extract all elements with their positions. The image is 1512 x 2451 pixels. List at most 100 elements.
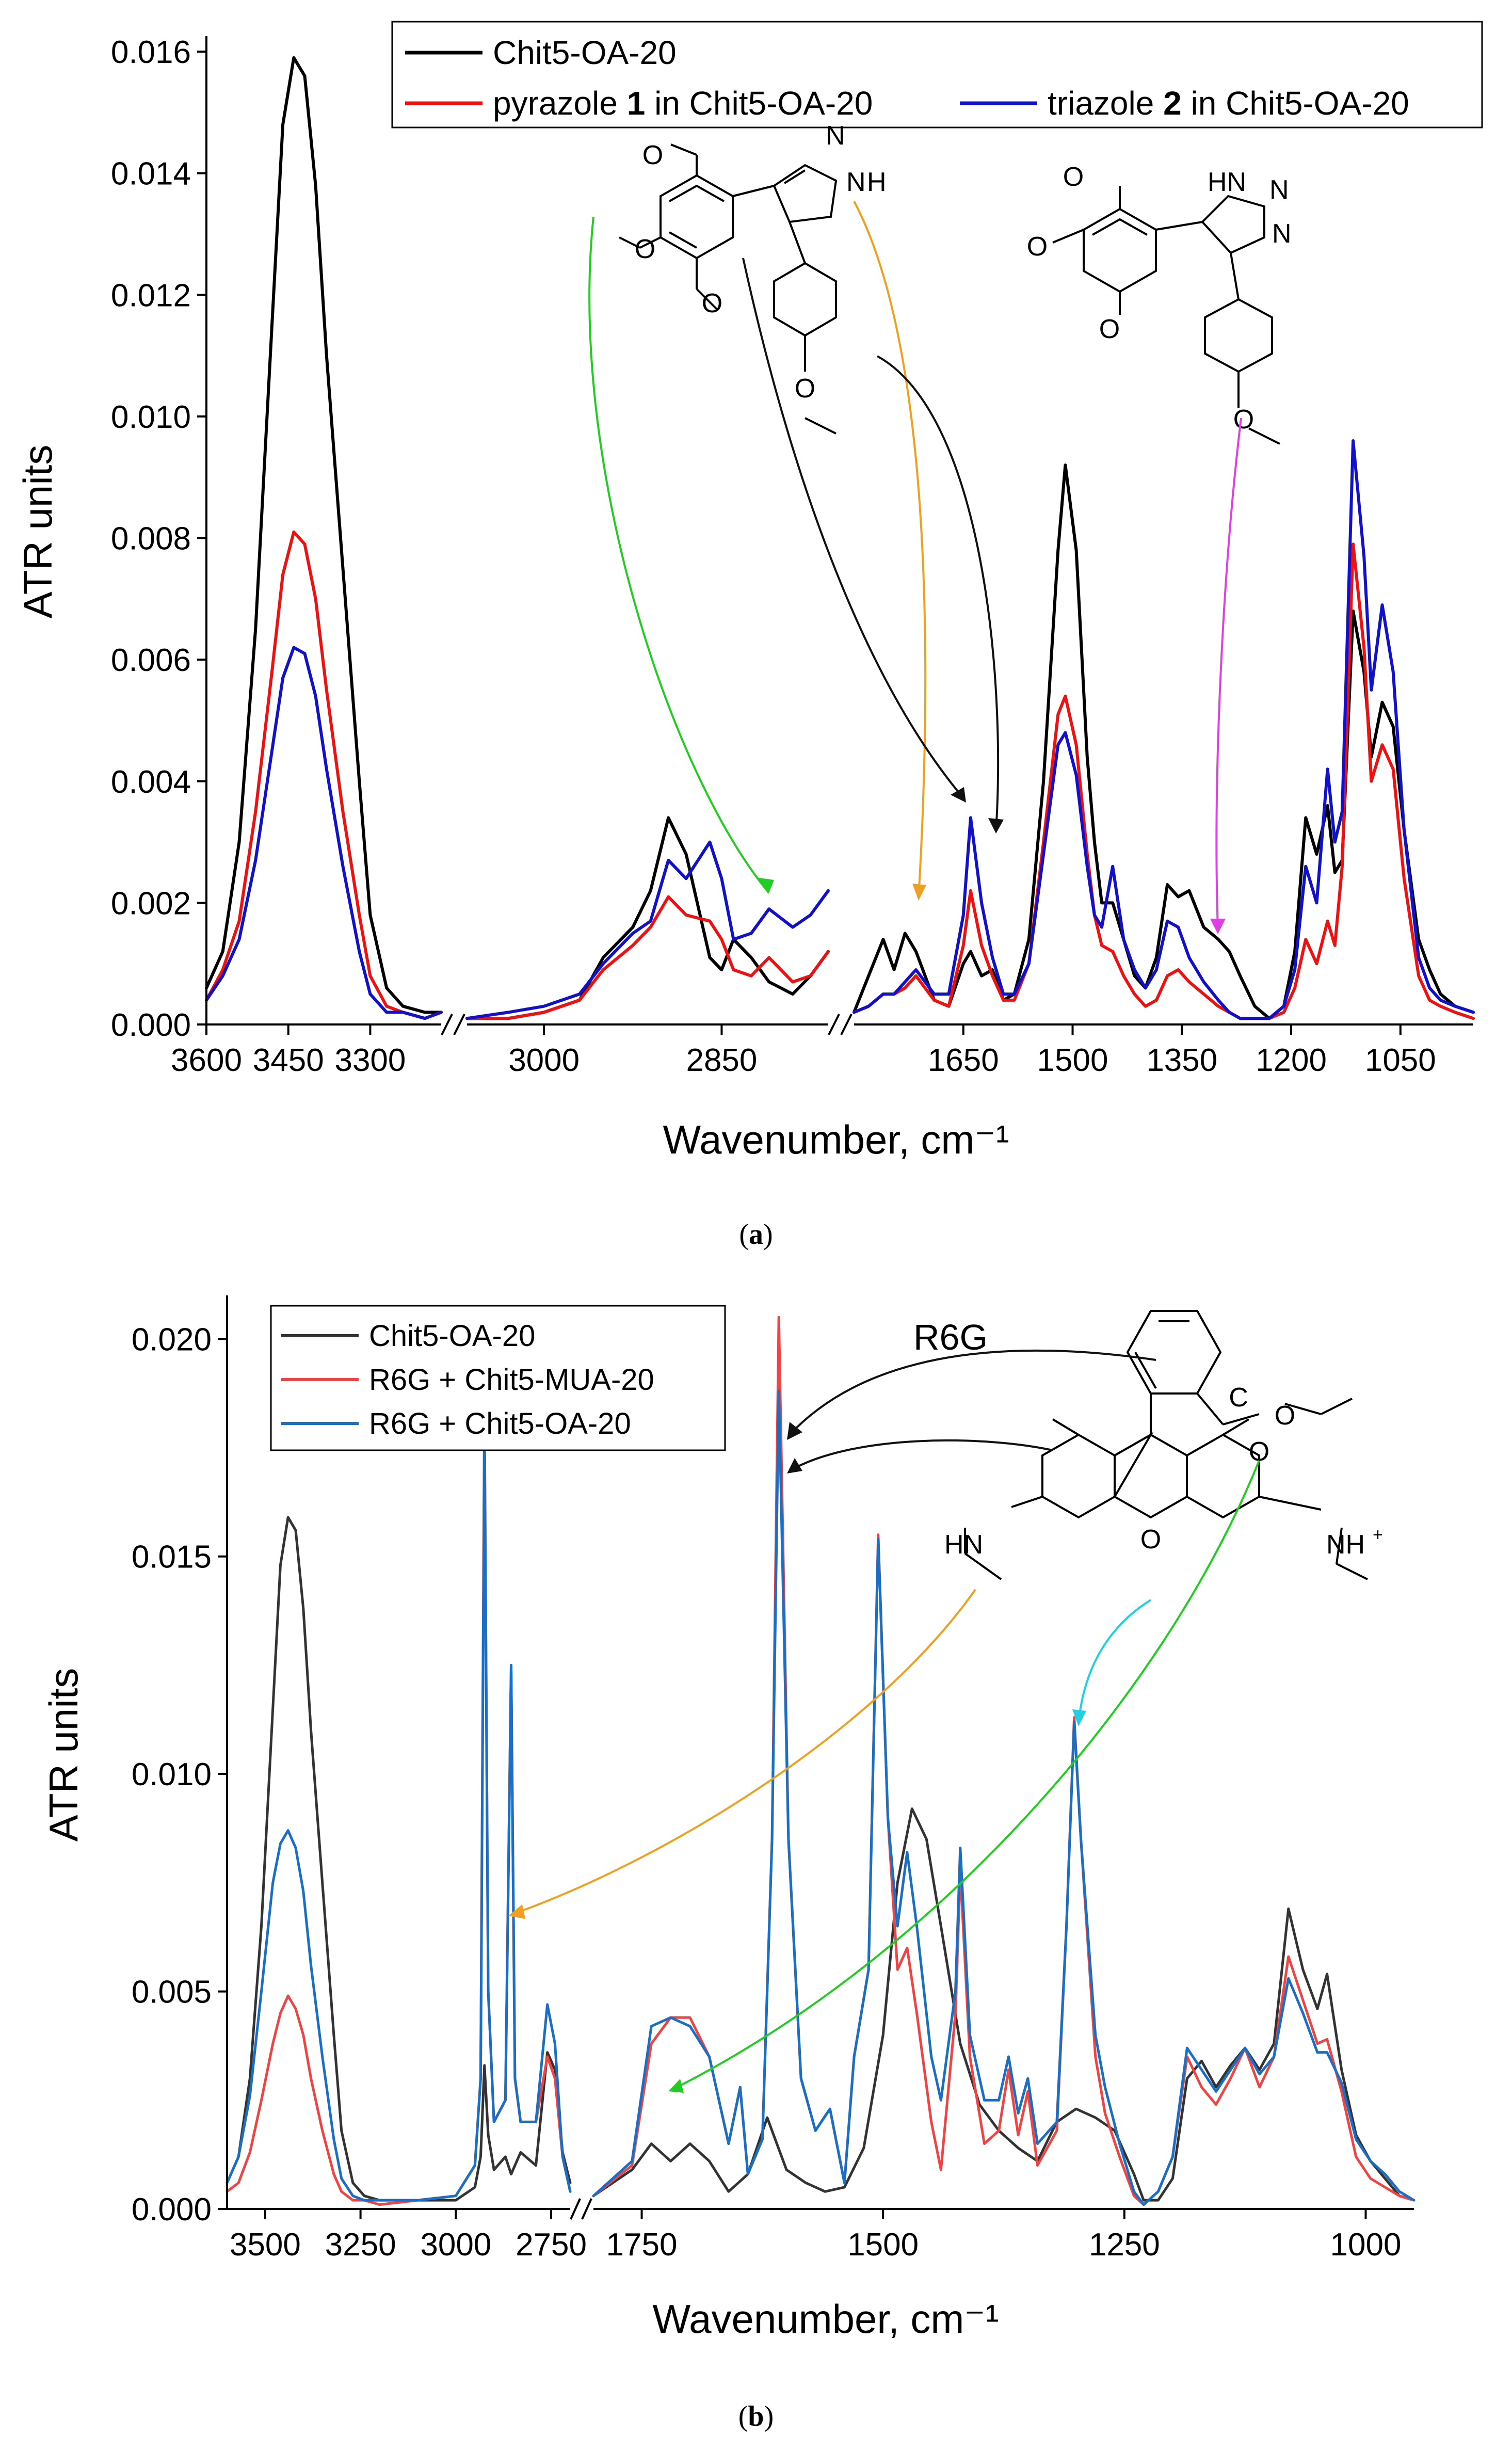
panel-a-ticks bbox=[197, 51, 1402, 1035]
x-tick-label: 3600 bbox=[171, 1043, 242, 1078]
x-tick-label: 3000 bbox=[508, 1043, 580, 1078]
x-tick-label: 1750 bbox=[606, 2227, 678, 2263]
panel-a-tick-labels: 0.000 0.002 0.004 0.006 0.008 0.010 0.012 0.014… bbox=[111, 35, 1436, 1078]
svg-text:+: + bbox=[1373, 1525, 1383, 1545]
y-tick-label: 0.000 bbox=[111, 1007, 191, 1043]
panel-b-annotation-arrows bbox=[508, 1349, 1260, 2093]
svg-text:O: O bbox=[702, 289, 722, 318]
svg-text:O: O bbox=[1233, 405, 1254, 435]
x-tick-label: 1650 bbox=[928, 1043, 999, 1078]
y-tick-label: 0.004 bbox=[111, 764, 191, 800]
x-tick-label: 2750 bbox=[516, 2227, 587, 2263]
r6g-label: R6G bbox=[913, 1317, 988, 1357]
svg-text:O: O bbox=[635, 234, 655, 264]
x-tick-label: 1000 bbox=[1330, 2227, 1402, 2263]
x-tick-label: 1500 bbox=[847, 2227, 919, 2263]
series-line-triazole-2-in-chit5-oa-20-seg1 bbox=[205, 646, 443, 1020]
panel-a-break-1b bbox=[453, 1014, 465, 1035]
svg-text:HN: HN bbox=[1208, 167, 1246, 197]
panel-a-break-1a bbox=[441, 1014, 453, 1035]
series-line-r6g-chit5-oa-20-seg1 bbox=[226, 1424, 572, 2202]
series-line-chit5-oa-20-seg1 bbox=[205, 56, 443, 1014]
x-tick-label: 3500 bbox=[230, 2227, 301, 2263]
panel-a-legend: Chit5-OA-20 pyrazole 1 in Chit5-OA-20 tr… bbox=[391, 21, 1483, 129]
panel-a-x-axis-label: Wavenumber, cm⁻¹ bbox=[663, 1117, 1009, 1162]
legend-b-label-oa: R6G + Chit5-OA-20 bbox=[369, 1407, 631, 1440]
x-tick-label: 1200 bbox=[1256, 1043, 1327, 1078]
triazole-structure-labels: HN N N O O O O bbox=[1027, 162, 1292, 435]
panel-b-ticks bbox=[218, 1338, 1367, 2219]
panel-a-break-2b bbox=[840, 1014, 852, 1035]
panel-b-break-a bbox=[570, 2198, 581, 2220]
y-tick-label: 0.010 bbox=[132, 1757, 212, 1792]
svg-text:N: N bbox=[1272, 219, 1292, 249]
x-tick-label: 1500 bbox=[1037, 1043, 1108, 1078]
legend-b-label-chit5: Chit5-OA-20 bbox=[369, 1319, 535, 1353]
panel-a-series bbox=[205, 56, 1475, 1020]
series-line-pyrazole-1-in-chit5-oa-20-seg2 bbox=[465, 895, 830, 1020]
legend-label-chit5: Chit5-OA-20 bbox=[493, 34, 677, 71]
panel-b-y-axis-label: ATR units bbox=[41, 1668, 86, 1842]
svg-text:C: C bbox=[1229, 1383, 1248, 1413]
x-tick-label: 1050 bbox=[1365, 1043, 1436, 1078]
svg-text:N: N bbox=[846, 167, 866, 197]
r6g-structure-drawing bbox=[964, 1310, 1368, 1580]
svg-text:O: O bbox=[795, 374, 815, 404]
panel-b-axes bbox=[226, 1295, 1414, 2220]
series-line-chit5-oa-20-seg2 bbox=[465, 816, 830, 1020]
panel-b-break-b bbox=[581, 2198, 592, 2220]
triazole-structure-drawing bbox=[1052, 186, 1280, 445]
y-tick-label: 0.015 bbox=[132, 1540, 212, 1575]
series-line-triazole-2-in-chit5-oa-20-seg2 bbox=[465, 840, 830, 1020]
panel-b-caption: (b) bbox=[738, 2400, 774, 2432]
legend-label-triazole: triazole 2 in Chit5-OA-20 bbox=[1048, 85, 1409, 122]
series-line-r6g-chit5-oa-20-seg2 bbox=[592, 1389, 1416, 2206]
y-tick-label: 0.008 bbox=[111, 521, 191, 557]
svg-text:O: O bbox=[1140, 1525, 1161, 1555]
panel-a: 0.000 0.002 0.004 0.006 0.008 0.010 0.012 0.014… bbox=[15, 21, 1483, 1251]
y-tick-label: 0.010 bbox=[111, 399, 191, 435]
x-tick-label: 3450 bbox=[253, 1043, 324, 1078]
legend-b-label-mua: R6G + Chit5-MUA-20 bbox=[369, 1363, 654, 1397]
x-tick-label: 1250 bbox=[1089, 2227, 1160, 2263]
svg-text:O: O bbox=[642, 140, 663, 170]
panel-a-caption: (a) bbox=[739, 1219, 773, 1251]
panel-a-y-axis-label: ATR units bbox=[15, 445, 60, 619]
svg-text:O: O bbox=[1099, 314, 1120, 344]
x-tick-label: 3000 bbox=[420, 2227, 491, 2263]
y-tick-label: 0.016 bbox=[111, 35, 191, 70]
y-tick-label: 0.020 bbox=[132, 1322, 212, 1357]
x-tick-label: 3300 bbox=[334, 1043, 406, 1078]
svg-text:O: O bbox=[1027, 232, 1048, 262]
svg-text:O: O bbox=[1275, 1401, 1295, 1431]
series-line-pyrazole-1-in-chit5-oa-20-seg1 bbox=[205, 530, 443, 1020]
panel-b-x-axis-label: Wavenumber, cm⁻¹ bbox=[652, 2296, 999, 2342]
svg-text:N: N bbox=[1269, 175, 1289, 205]
x-tick-label: 1350 bbox=[1146, 1043, 1217, 1078]
y-tick-label: 0.002 bbox=[111, 886, 191, 921]
y-tick-label: 0.014 bbox=[111, 156, 191, 192]
y-tick-label: 0.012 bbox=[111, 278, 191, 313]
svg-text:NH: NH bbox=[1326, 1530, 1365, 1560]
panel-b-tick-labels: 0.000 0.005 0.010 0.015 0.020 3500 3250 3000 275… bbox=[132, 1322, 1402, 2263]
svg-text:N: N bbox=[826, 121, 845, 151]
svg-text:H: H bbox=[867, 167, 887, 197]
svg-text:HN: HN bbox=[944, 1530, 983, 1560]
series-line-r6g-chit5-mua-20-seg1 bbox=[226, 1403, 572, 2206]
panel-b: 0.000 0.005 0.010 0.015 0.020 3500 3250 3000 275… bbox=[41, 1295, 1416, 2432]
y-tick-label: 0.000 bbox=[132, 2192, 212, 2228]
x-tick-label: 2850 bbox=[686, 1043, 757, 1078]
x-tick-label: 3250 bbox=[325, 2227, 396, 2263]
panel-a-annotation-arrows bbox=[588, 201, 1242, 934]
svg-text:O: O bbox=[1063, 162, 1084, 192]
series-line-triazole-2-in-chit5-oa-20-seg3 bbox=[852, 439, 1475, 1020]
panel-a-axes bbox=[205, 36, 1473, 1035]
series-line-chit5-oa-20-seg2 bbox=[592, 1807, 1416, 2202]
legend-label-pyrazole: pyrazole 1 in Chit5-OA-20 bbox=[493, 85, 873, 122]
panel-a-break-2a bbox=[828, 1014, 840, 1035]
pyrazole-structure-labels: O O O N N H O bbox=[635, 121, 887, 404]
y-tick-label: 0.005 bbox=[132, 1975, 212, 2010]
pyrazole-structure-drawing bbox=[619, 143, 838, 435]
